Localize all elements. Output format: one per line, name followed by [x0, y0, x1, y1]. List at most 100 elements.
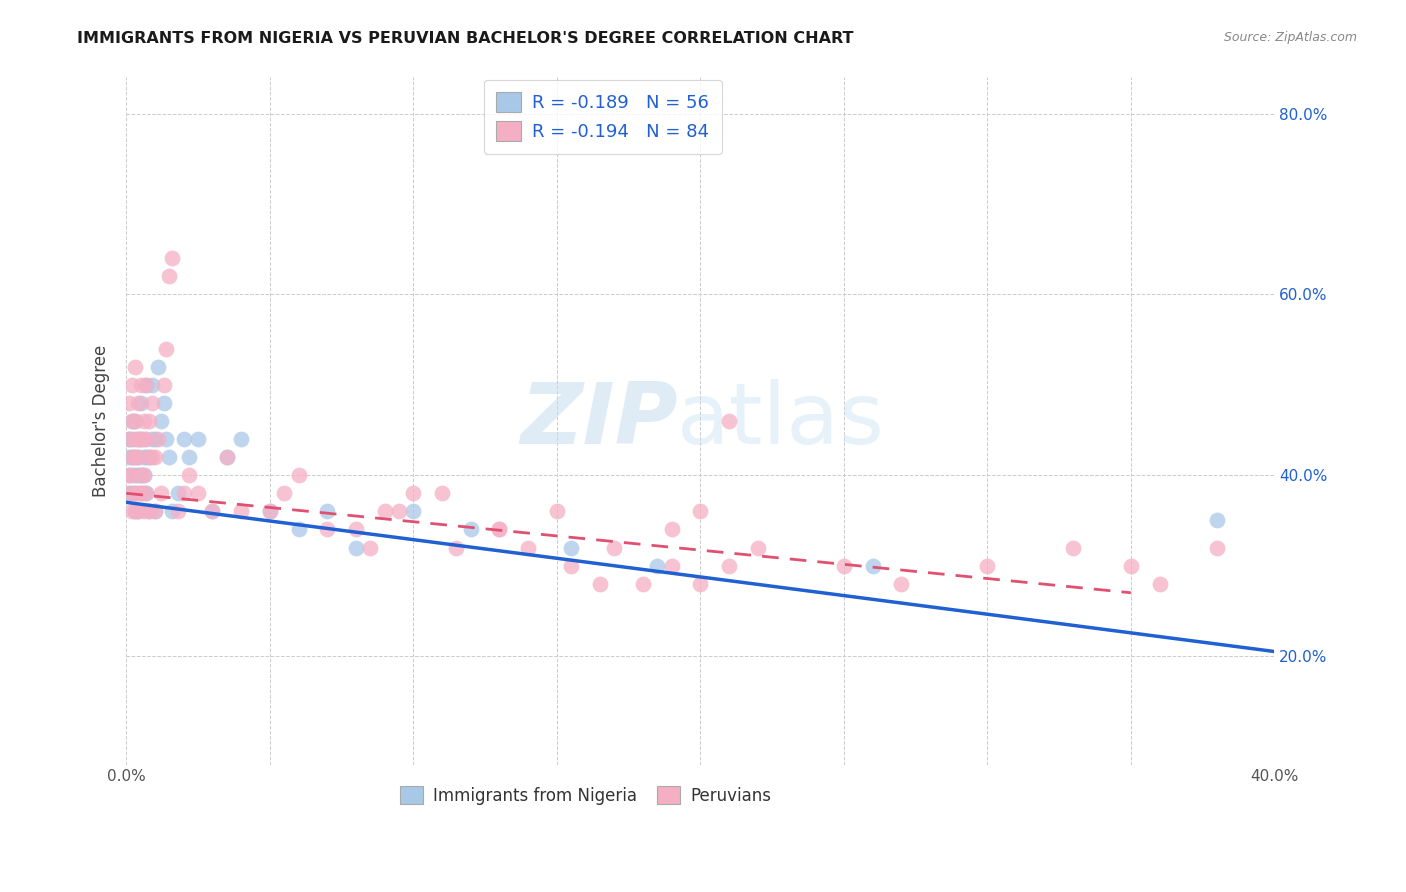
Point: [631, 576, 654, 591]
Legend: Immigrants from Nigeria, Peruvians: Immigrants from Nigeria, Peruvians: [389, 776, 782, 814]
Point: [132, 468, 155, 483]
Point: [124, 414, 146, 428]
Point: [718, 414, 741, 428]
Point: [124, 504, 146, 518]
Point: [129, 432, 152, 446]
Point: [589, 576, 612, 591]
Point: [127, 450, 149, 464]
Point: [187, 486, 209, 500]
Point: [118, 468, 141, 483]
Point: [215, 450, 238, 464]
Point: [121, 377, 143, 392]
Point: [138, 450, 160, 464]
Point: [129, 432, 152, 446]
Point: [124, 450, 146, 464]
Point: [344, 541, 367, 555]
Point: [129, 377, 152, 392]
Point: [141, 396, 163, 410]
Point: [316, 523, 339, 537]
Point: [143, 504, 166, 518]
Point: [661, 558, 683, 573]
Point: [127, 504, 149, 518]
Point: [488, 523, 510, 537]
Point: [890, 576, 912, 591]
Point: [149, 414, 172, 428]
Point: [273, 486, 295, 500]
Point: [138, 504, 160, 518]
Point: [138, 504, 160, 518]
Point: [287, 523, 309, 537]
Point: [1062, 541, 1084, 555]
Point: [121, 450, 143, 464]
Point: [135, 432, 157, 446]
Point: [129, 468, 152, 483]
Point: [316, 504, 339, 518]
Point: [138, 414, 160, 428]
Point: [124, 468, 146, 483]
Point: [127, 486, 149, 500]
Text: atlas: atlas: [678, 379, 886, 462]
Point: [157, 450, 180, 464]
Point: [689, 576, 711, 591]
Point: [118, 432, 141, 446]
Point: [141, 450, 163, 464]
Point: [374, 504, 396, 518]
Point: [124, 450, 146, 464]
Point: [862, 558, 884, 573]
Point: [121, 504, 143, 518]
Point: [603, 541, 626, 555]
Point: [132, 486, 155, 500]
Point: [121, 486, 143, 500]
Point: [832, 558, 855, 573]
Point: [143, 504, 166, 518]
Point: [1119, 558, 1142, 573]
Point: [124, 504, 146, 518]
Point: [135, 450, 157, 464]
Point: [430, 486, 453, 500]
Point: [124, 359, 146, 374]
Point: [135, 486, 157, 500]
Point: [143, 432, 166, 446]
Point: [976, 558, 998, 573]
Point: [689, 504, 711, 518]
Point: [661, 523, 683, 537]
Text: ZIP: ZIP: [520, 379, 678, 462]
Point: [121, 414, 143, 428]
Point: [127, 432, 149, 446]
Point: [173, 486, 195, 500]
Point: [132, 432, 155, 446]
Text: IMMIGRANTS FROM NIGERIA VS PERUVIAN BACHELOR'S DEGREE CORRELATION CHART: IMMIGRANTS FROM NIGERIA VS PERUVIAN BACH…: [77, 31, 853, 46]
Point: [546, 504, 568, 518]
Point: [179, 468, 201, 483]
Point: [259, 504, 281, 518]
Point: [124, 486, 146, 500]
Point: [132, 504, 155, 518]
Point: [129, 468, 152, 483]
Point: [129, 486, 152, 500]
Point: [135, 377, 157, 392]
Point: [121, 450, 143, 464]
Point: [118, 486, 141, 500]
Point: [132, 414, 155, 428]
Point: [146, 432, 169, 446]
Point: [187, 432, 209, 446]
Point: [1149, 576, 1171, 591]
Point: [127, 468, 149, 483]
Point: [201, 504, 224, 518]
Point: [121, 414, 143, 428]
Point: [138, 450, 160, 464]
Point: [560, 541, 582, 555]
Point: [127, 432, 149, 446]
Point: [460, 523, 482, 537]
Point: [402, 486, 425, 500]
Point: [152, 396, 174, 410]
Point: [118, 486, 141, 500]
Point: [201, 504, 224, 518]
Point: [132, 450, 155, 464]
Point: [359, 541, 381, 555]
Point: [229, 432, 252, 446]
Point: [173, 432, 195, 446]
Point: [146, 359, 169, 374]
Point: [157, 269, 180, 284]
Point: [747, 541, 769, 555]
